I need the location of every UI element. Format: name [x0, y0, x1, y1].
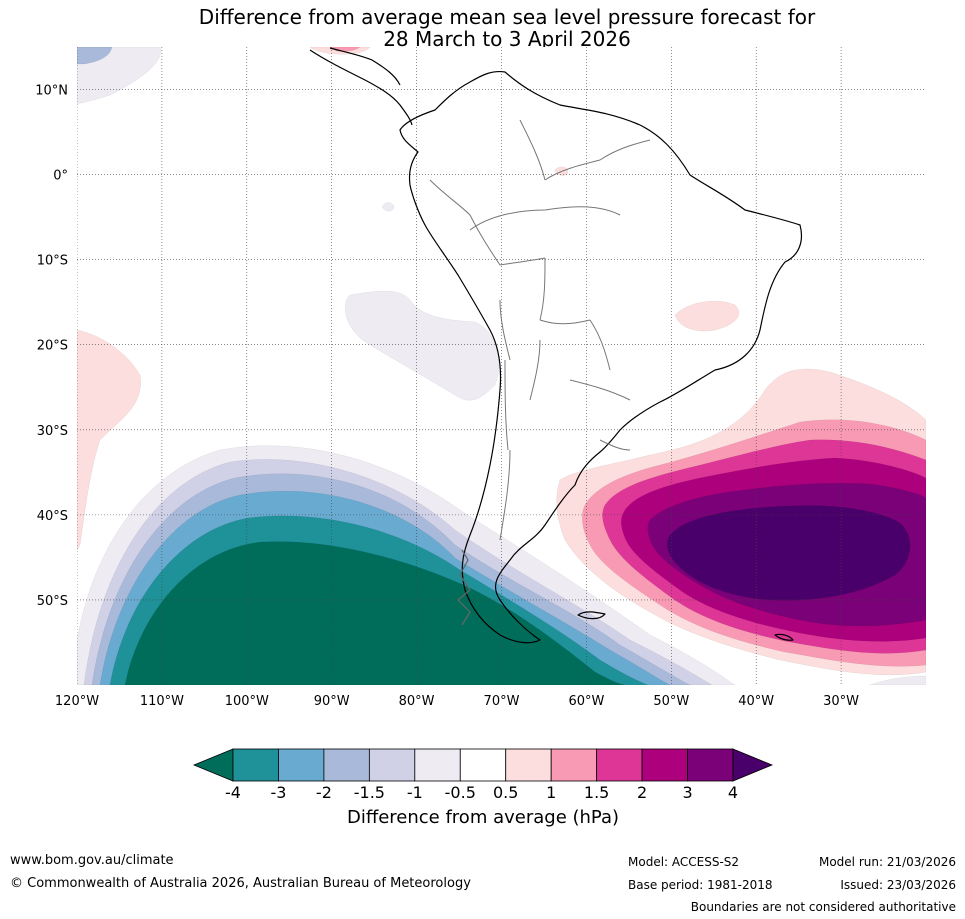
colorbar-tick: 2 [636, 783, 648, 802]
lon-label-110w: 110°W [140, 694, 184, 709]
contour-plus-0-5-sepac [77, 329, 141, 551]
chart-title-line-2: 28 March to 3 April 2026 [383, 27, 631, 51]
lon-label-40w: 40°W [738, 694, 774, 709]
border-lines [429, 119, 651, 541]
longitude-labels: 120°W 110°W 100°W 90°W 80°W 70°W 60°W 50… [55, 694, 859, 709]
lat-label-30s: 30°S [37, 424, 68, 439]
colorbar-box [596, 748, 643, 782]
colorbar-tick: -0.5 [444, 783, 476, 802]
colorbar [192, 748, 774, 782]
colorbar-box [232, 748, 279, 782]
contour-minus-4 [124, 541, 626, 685]
contour-minus-1-nw [77, 47, 113, 65]
lat-label-20s: 20°S [37, 339, 68, 354]
boundaries-disclaimer: Boundaries are not considered authoritat… [690, 900, 956, 914]
colorbar-box [459, 748, 507, 782]
colorbar-tick: -1.5 [353, 783, 385, 802]
map-plot-area [77, 47, 926, 685]
lon-label-60w: 60°W [568, 694, 604, 709]
colorbar-tick: 1 [546, 783, 557, 802]
contour-minus-0-5-nw [77, 47, 161, 105]
positive-anomaly-region [77, 47, 926, 676]
model-name: Model: ACCESS-S2 [628, 855, 740, 869]
lon-label-50w: 50°W [653, 694, 689, 709]
colorbar-box [368, 748, 416, 782]
lat-label-50s: 50°S [37, 594, 68, 609]
colorbar-tick: 0.5 [492, 783, 519, 802]
lon-label-30w: 30°W [823, 694, 859, 709]
colorbar-box [414, 748, 461, 782]
issued-date: Issued: 23/03/2026 [840, 878, 956, 892]
contour-plus-4 [667, 505, 911, 601]
lat-label-10n: 10°N [35, 84, 68, 99]
negative-anomaly-region [77, 47, 926, 685]
colorbar-tick: 3 [682, 783, 693, 802]
lon-label-90w: 90°W [314, 694, 350, 709]
contour-minus-0-5-pacific [344, 290, 500, 401]
copyright-notice: © Commonwealth of Australia 2026, Austra… [10, 876, 471, 891]
website-link[interactable]: www.bom.gov.au/climate [10, 853, 174, 868]
colorbar-box [687, 748, 734, 782]
lat-label-10s: 10°S [37, 254, 68, 269]
colorbar-box [505, 748, 552, 782]
colorbar-tick: -4 [225, 783, 241, 802]
latitude-labels: 10°N 0° 10°S 20°S 30°S 40°S 50°S [35, 84, 68, 609]
lon-label-70w: 70°W [484, 694, 520, 709]
model-run-date: Model run: 21/03/2026 [818, 855, 956, 869]
colorbar-tick: -1 [406, 783, 423, 802]
lat-label-0: 0° [53, 169, 68, 184]
colorbar-over-arrow [732, 748, 774, 782]
lon-label-120w: 120°W [55, 694, 99, 709]
south-georgia [774, 633, 794, 641]
south-america-coastline [399, 70, 803, 644]
colorbar-title: Difference from average (hPa) [346, 807, 620, 828]
central-america-coastline [309, 47, 413, 126]
lat-label-40s: 40°S [37, 509, 68, 524]
colorbar-under-arrow [192, 748, 234, 782]
colorbar-boxes [232, 748, 734, 782]
coastline [309, 47, 803, 644]
contour-plus-0-5-brazil [674, 300, 740, 332]
contour-minus-0-5-galapagos [381, 202, 395, 212]
colorbar-box [641, 748, 688, 782]
chiloe-archipelago [457, 549, 471, 626]
colorbar-box [323, 748, 370, 782]
colorbar-box [550, 748, 598, 782]
graticule [77, 47, 926, 685]
colorbar-box [278, 748, 325, 782]
colorbar-tick: 4 [727, 783, 739, 802]
colorbar-tick: -2 [315, 783, 332, 802]
base-period: Base period: 1981-2018 [628, 878, 773, 892]
lon-label-80w: 80°W [399, 694, 435, 709]
falkland-islands [577, 611, 606, 620]
chart-title-line-1: Difference from average mean sea level p… [198, 5, 816, 29]
colorbar-tick: 1.5 [583, 783, 610, 802]
country-borders [429, 119, 651, 541]
contour-minus-0-5-se [869, 675, 926, 685]
colorbar-tick: -3 [270, 783, 287, 802]
lon-label-100w: 100°W [225, 694, 269, 709]
